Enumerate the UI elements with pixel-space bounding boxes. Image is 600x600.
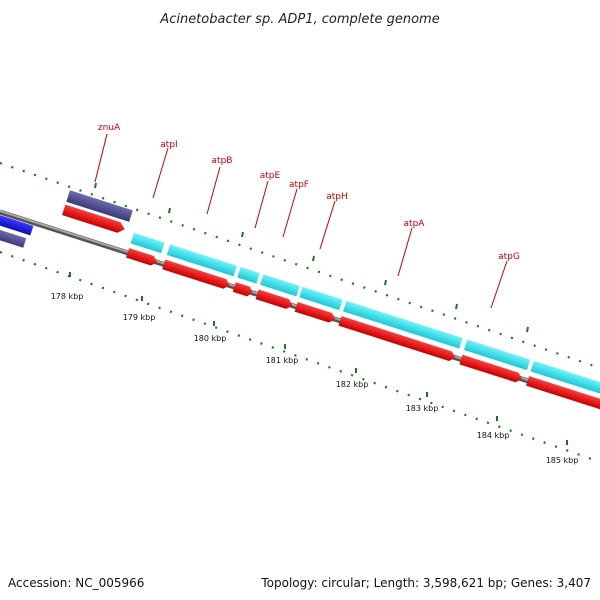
cds-arrow-atpG[interactable]: [459, 354, 523, 384]
cds-arrow-atpE[interactable]: [232, 282, 254, 297]
leader-atpH: [319, 200, 336, 250]
gene-labels: znuA atpI atpB atpE atpF atpH atpA atpG: [98, 123, 520, 262]
leader-znuA: [94, 133, 108, 183]
leader-atpI: [152, 147, 169, 199]
cyan-block-atpF[interactable]: [260, 274, 300, 297]
gene-label-znuA[interactable]: znuA: [98, 123, 121, 133]
accession-text: Accession: NC_005966: [8, 576, 144, 590]
gene-label-atpF[interactable]: atpF: [289, 180, 309, 190]
cyan-block-atpA[interactable]: [343, 300, 463, 349]
label-lines: [94, 133, 508, 309]
orf-block-1[interactable]: [66, 190, 133, 222]
tick-label-179: 179 kbp: [123, 313, 156, 322]
gene-label-atpH[interactable]: atpH: [326, 192, 348, 202]
leader-atpA: [397, 227, 413, 277]
outer-tick-ring: [0, 161, 600, 370]
leader-atpB: [206, 166, 221, 215]
rna-track: [130, 232, 600, 399]
leader-atpG: [490, 260, 508, 309]
leader-atpE: [254, 180, 269, 229]
cds-arrow-atpF[interactable]: [255, 289, 294, 311]
gene-label-atpB[interactable]: atpB: [212, 156, 233, 166]
cyan-block-atpG[interactable]: [464, 339, 531, 371]
tick-label-184: 184 kbp: [477, 431, 510, 440]
tick-label-181: 181 kbp: [266, 356, 299, 365]
cds-arrow-atpA[interactable]: [338, 316, 456, 362]
genome-summary-text: Topology: circular; Length: 3,598,621 bp…: [260, 576, 591, 590]
cyan-block-atpI[interactable]: [130, 232, 165, 254]
tick-label-185: 185 kbp: [546, 456, 579, 465]
cyan-block-atpH[interactable]: [299, 286, 343, 311]
tick-label-178: 178 kbp: [51, 292, 84, 301]
tick-label-180: 180 kbp: [194, 334, 227, 343]
gene-label-atpI[interactable]: atpI: [160, 140, 177, 150]
outer-major-ticks: [94, 182, 529, 333]
cds-arrow-atpH[interactable]: [294, 302, 337, 324]
cds-arrow-atpI[interactable]: [126, 248, 159, 267]
inner-tick-ring: [0, 250, 600, 464]
cyan-block-next[interactable]: [530, 360, 600, 399]
map-title: Acinetobacter sp. ADP1, complete genome: [159, 12, 439, 27]
orf-block-2[interactable]: [0, 225, 27, 248]
cyan-block-atpE[interactable]: [237, 266, 260, 284]
tick-label-183: 183 kbp: [406, 404, 439, 413]
reverse-cds-track: [0, 212, 34, 236]
gene-label-atpA[interactable]: atpA: [404, 219, 426, 229]
orf-track: [0, 190, 133, 248]
scale-labels: 178 kbp 179 kbp 180 kbp 181 kbp 182 kbp …: [51, 292, 579, 465]
leader-atpF: [282, 188, 298, 238]
gene-label-atpE[interactable]: atpE: [260, 171, 281, 181]
feature-tracks: [0, 190, 600, 416]
gene-label-atpG[interactable]: atpG: [498, 252, 520, 262]
cds-arrow-znuA[interactable]: [62, 204, 126, 235]
cds-track: [62, 204, 600, 416]
cyan-block-atpB[interactable]: [166, 244, 237, 277]
cds-arrow-next[interactable]: [526, 376, 600, 416]
tick-label-182: 182 kbp: [336, 380, 369, 389]
cds-arrow-reverse[interactable]: [0, 212, 34, 236]
inner-major-ticks: [69, 272, 568, 445]
cds-arrow-atpB[interactable]: [162, 259, 231, 291]
